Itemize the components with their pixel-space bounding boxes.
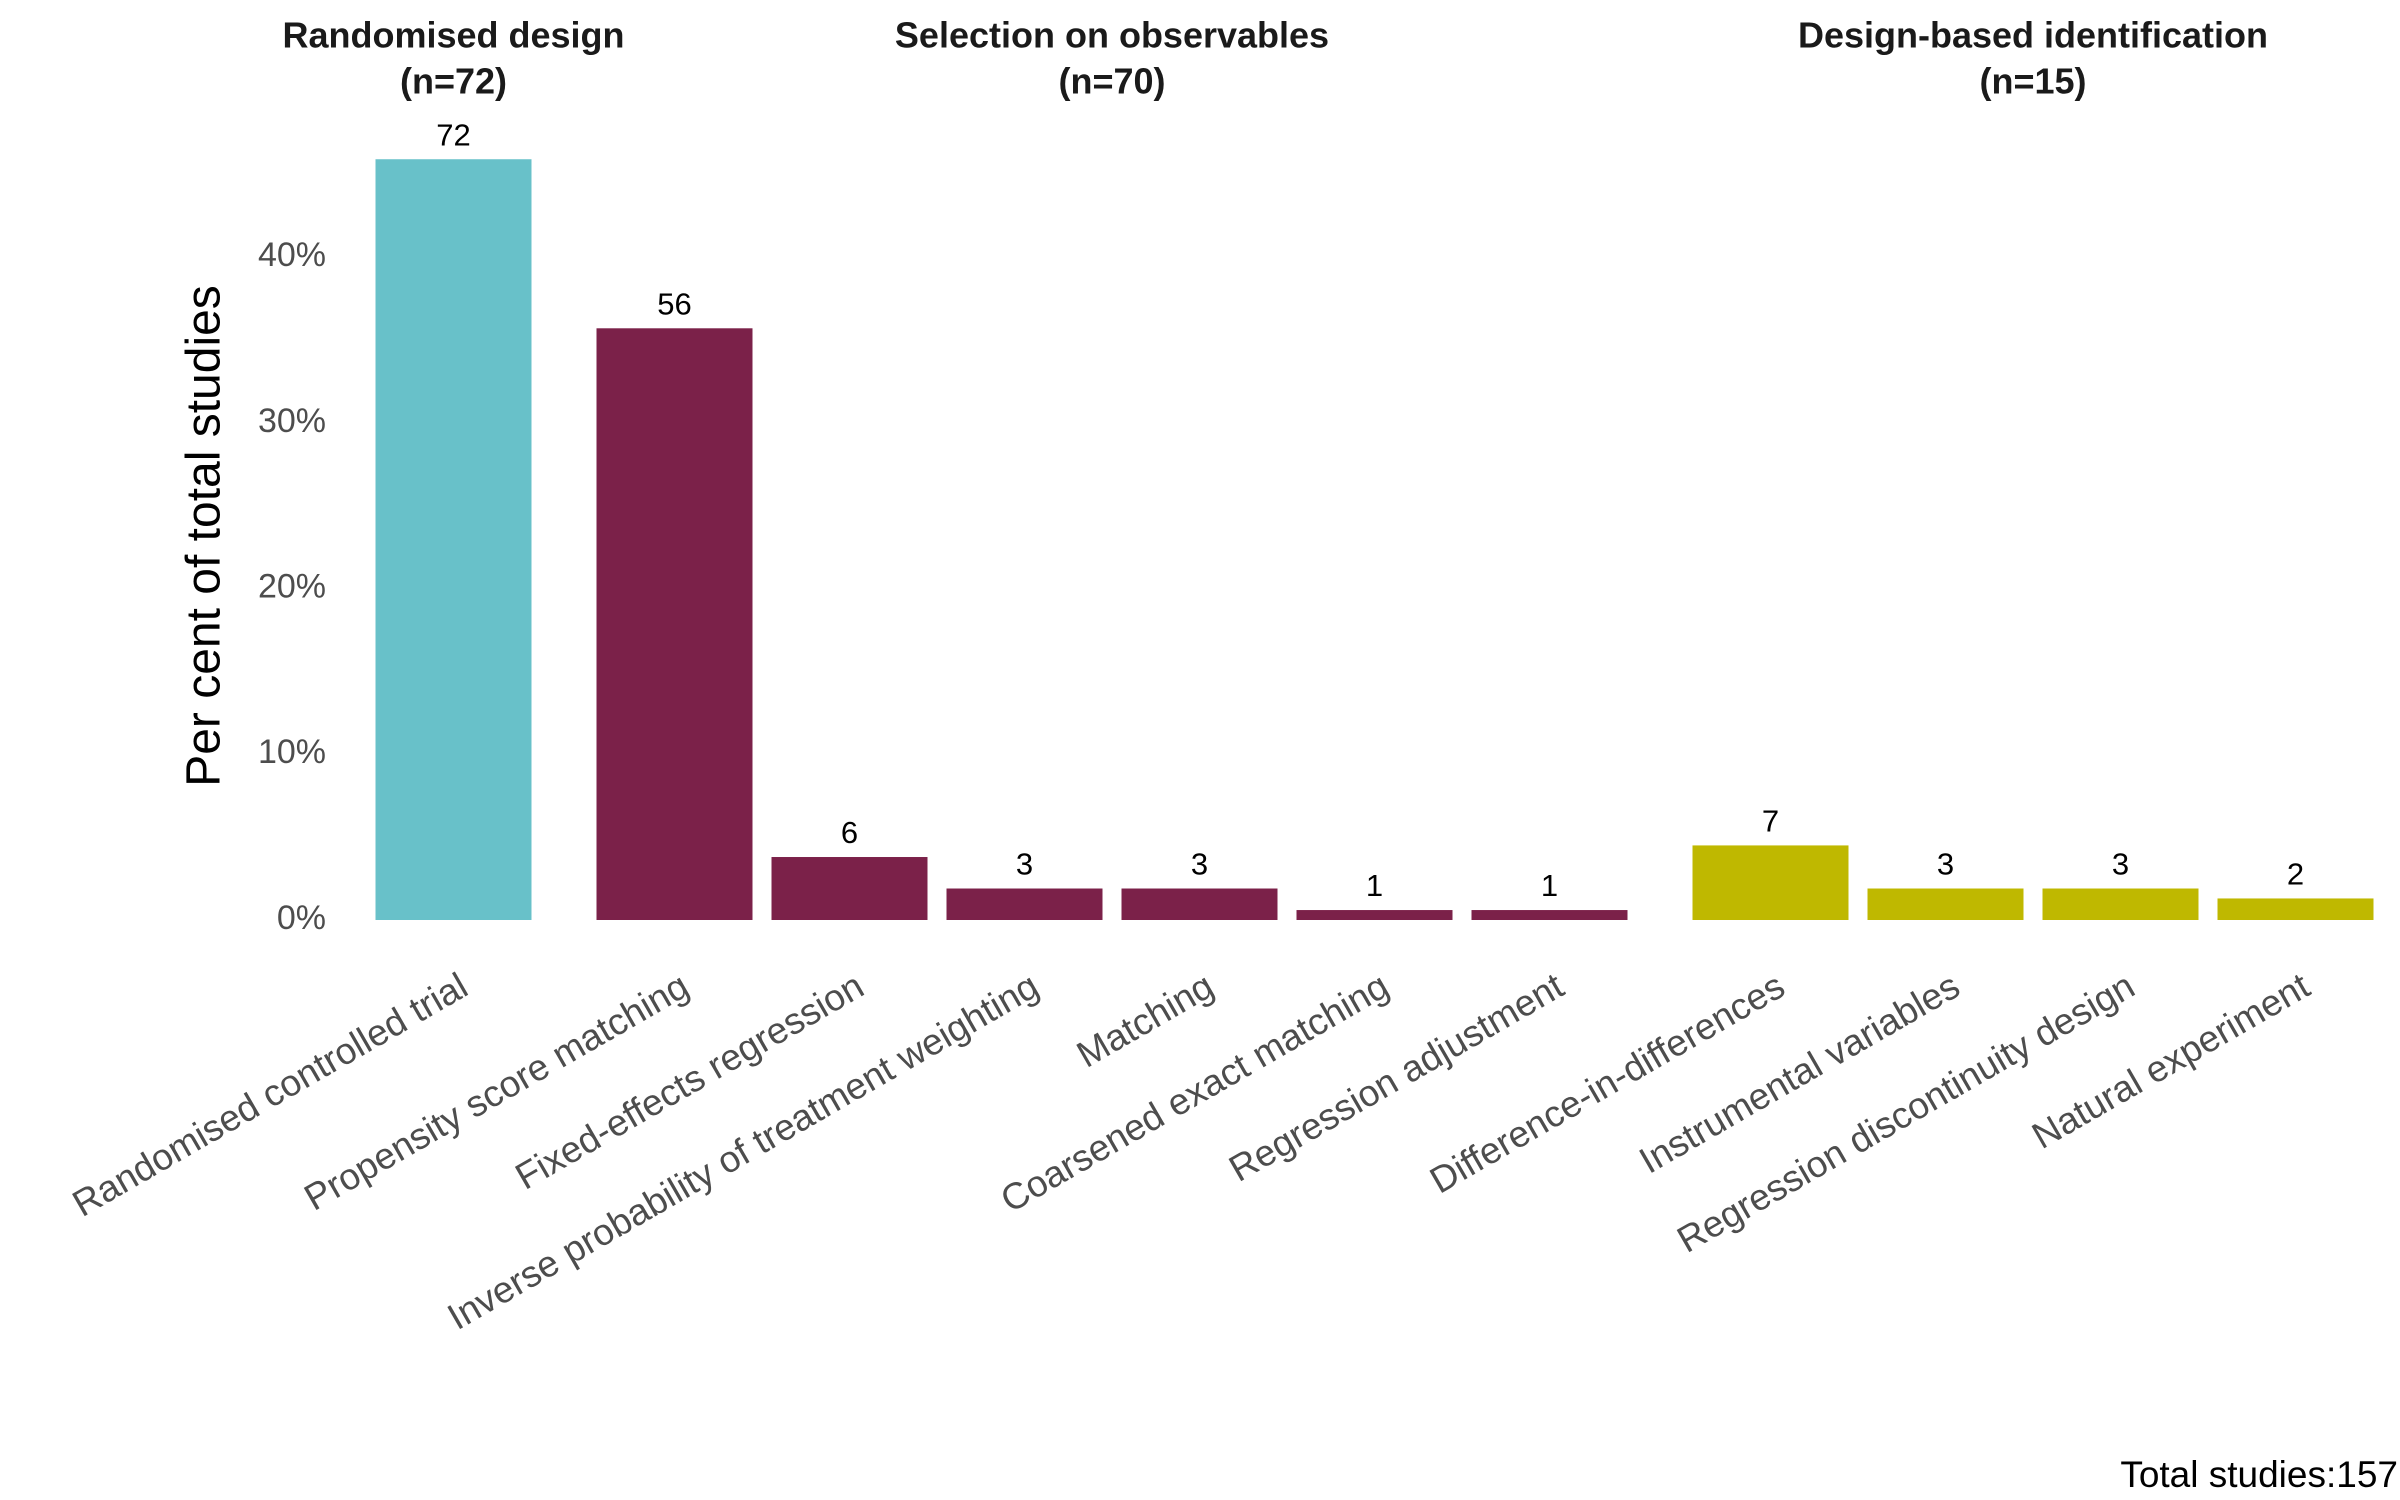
panel-title: Selection on observables xyxy=(895,15,1329,56)
bar xyxy=(1692,845,1849,920)
bar xyxy=(946,888,1103,920)
bar xyxy=(375,159,532,920)
y-tick-label: 20% xyxy=(258,567,326,605)
bar xyxy=(1296,910,1453,920)
panel-title: Randomised design xyxy=(282,15,624,56)
value-label: 1 xyxy=(1366,868,1383,903)
bar xyxy=(2042,888,2199,920)
bar xyxy=(1471,910,1628,920)
bar xyxy=(1867,888,2024,920)
x-tick-label: Randomised controlled trial xyxy=(66,965,475,1225)
value-label: 72 xyxy=(436,117,470,152)
y-axis-title: Per cent of total studies xyxy=(178,285,231,787)
y-tick-label: 40% xyxy=(258,236,326,274)
value-label: 3 xyxy=(1937,847,1954,882)
value-label: 1 xyxy=(1541,868,1558,903)
bar xyxy=(2217,898,2374,920)
x-tick-label: Natural experiment xyxy=(2025,965,2317,1157)
value-label: 56 xyxy=(657,286,691,321)
panel-count: (n=15) xyxy=(1979,61,2086,102)
bar xyxy=(771,857,928,920)
panel-count: (n=72) xyxy=(400,61,507,102)
x-tick-label: Matching xyxy=(1070,965,1221,1076)
panel-count: (n=70) xyxy=(1058,61,1165,102)
value-label: 3 xyxy=(1016,847,1033,882)
value-label: 6 xyxy=(841,815,858,850)
y-tick-label: 0% xyxy=(277,899,326,937)
panel-title: Design-based identification xyxy=(1798,15,2268,56)
value-label: 2 xyxy=(2287,857,2304,892)
y-tick-label: 30% xyxy=(258,402,326,440)
bar xyxy=(596,328,753,920)
y-tick-label: 10% xyxy=(258,733,326,771)
bar xyxy=(1121,888,1278,920)
x-tick-label: Difference-in-differences xyxy=(1423,965,1791,1201)
value-label: 7 xyxy=(1762,804,1779,839)
caption: Total studies:157 xyxy=(2120,1454,2398,1495)
x-tick-label: Instrumental variables xyxy=(1632,965,1966,1181)
value-label: 3 xyxy=(2112,847,2129,882)
value-label: 3 xyxy=(1191,847,1208,882)
